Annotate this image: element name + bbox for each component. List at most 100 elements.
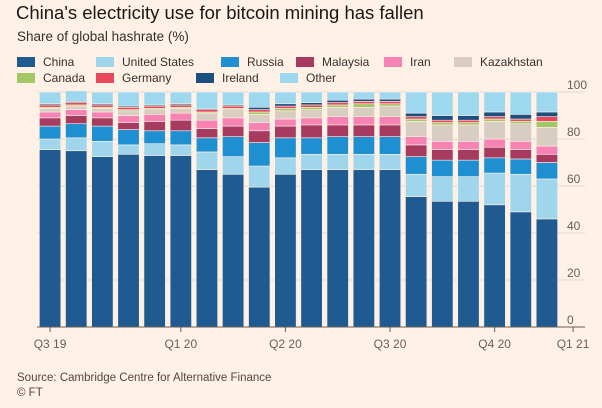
bar-segment-canada	[378, 103, 402, 107]
bar-segment-russia	[300, 137, 323, 155]
bar-segment-russia	[248, 142, 271, 167]
bar-segment-united-states	[248, 165, 271, 188]
bar-segment-china	[457, 200, 480, 328]
bar-segment-kazakhstan	[326, 106, 349, 117]
legend-item-malaysia: Malaysia	[296, 55, 369, 69]
legend-swatch-iran	[384, 57, 402, 67]
bar-segment-other	[352, 91, 375, 100]
bar-segment-iran	[117, 115, 140, 123]
bar-segment-united-states	[274, 157, 297, 175]
bar-segment-germany	[117, 106, 140, 110]
chart-title: China's electricity use for bitcoin mini…	[16, 2, 424, 23]
bar-segment-malaysia	[169, 119, 192, 132]
bar-segment-russia	[378, 136, 402, 155]
bar-segment-iran	[535, 145, 558, 155]
legend-label-china: China	[43, 55, 75, 69]
bar-segment-iran	[195, 119, 218, 129]
legend-swatch-other	[280, 73, 298, 83]
bar-segment-china	[143, 155, 166, 328]
bar-segment-canada	[352, 103, 375, 108]
legend-item-iran: Iran	[384, 55, 431, 69]
bar-segment-china	[405, 196, 428, 328]
bar-segment-china	[65, 150, 88, 328]
bar-segment-malaysia	[91, 117, 114, 127]
bar-segment-russia	[326, 136, 349, 155]
bar-segment-russia	[431, 159, 454, 177]
x-tick-label: Q4 20	[478, 337, 511, 351]
legend-item-kazakhstan: Kazakhstan	[454, 55, 543, 69]
bar-segment-other	[535, 91, 558, 113]
y-tick-label: 100	[567, 78, 587, 92]
bar-segment-united-states	[405, 173, 428, 197]
legend-label-malaysia: Malaysia	[322, 55, 370, 69]
bar-segment-russia	[222, 136, 245, 157]
y-tick-label: 60	[567, 172, 581, 186]
bar-segment-canada	[457, 122, 480, 126]
bar-segment-canada	[274, 108, 297, 112]
legend-swatch-united-states	[96, 57, 114, 67]
bar-segment-kazakhstan	[274, 110, 297, 120]
legend-item-canada: Canada	[17, 71, 85, 85]
legend-item-united-states: United States	[96, 55, 194, 69]
legend-item-ireland: Ireland	[196, 71, 259, 85]
bar-segment-china	[91, 156, 114, 328]
bar-segment-germany	[274, 105, 297, 109]
bar-segment-iran	[222, 117, 245, 127]
bar-segment-china	[352, 169, 375, 328]
x-tick-label: Q1 21	[557, 337, 590, 351]
legend-label-other: Other	[306, 71, 337, 85]
bar-segment-other	[405, 91, 428, 114]
bar-segment-germany	[352, 101, 375, 105]
bar-segment-iran	[352, 116, 375, 126]
bar-segment-malaysia	[117, 122, 140, 130]
bar-segment-kazakhstan	[65, 105, 88, 110]
bar-segment-germany	[195, 109, 218, 113]
bar-segment-germany	[169, 104, 192, 108]
bar-segment-ireland	[352, 98, 375, 102]
bar-segment-germany	[483, 116, 506, 120]
bar-segment-malaysia	[509, 149, 532, 160]
bar-segment-china	[300, 169, 323, 328]
bar-segment-canada	[248, 111, 271, 115]
x-tick-label: Q1 20	[164, 337, 197, 351]
bar-segment-ireland	[274, 103, 297, 107]
legend-label-iran: Iran	[410, 55, 431, 69]
bar-segment-malaysia	[352, 124, 375, 137]
bar-segment-other	[39, 91, 62, 105]
legend-swatch-germany	[96, 73, 114, 83]
bar-segment-russia	[535, 162, 558, 180]
bar-segment-germany	[326, 102, 349, 106]
bar-segment-canada	[483, 118, 506, 122]
bar-segment-russia	[117, 129, 140, 146]
bar-segment-malaysia	[431, 149, 454, 161]
bar-segment-united-states	[483, 172, 506, 206]
bar-segment-germany	[248, 109, 271, 113]
bar-segment-germany	[65, 102, 88, 106]
bar-segment-other	[326, 91, 349, 101]
bar-segment-other	[300, 91, 323, 103]
x-tick-label: Q3 19	[34, 337, 67, 351]
legend-swatch-russia	[221, 57, 239, 67]
bar-segment-china	[326, 169, 349, 328]
bar-segment-ireland	[457, 115, 480, 121]
bar-segment-other	[483, 91, 506, 113]
bar-segment-ireland	[431, 115, 454, 121]
bar-segment-other	[457, 91, 480, 116]
bar-segment-russia	[352, 136, 375, 155]
bar-segment-canada	[300, 106, 323, 110]
legend-swatch-china	[17, 57, 35, 67]
bar-segment-china	[169, 155, 192, 328]
x-tick-label: Q3 20	[374, 337, 407, 351]
bar-segment-united-states	[117, 144, 140, 155]
bar-segment-germany	[143, 105, 166, 109]
bar-segment-germany	[457, 119, 480, 123]
bar-segment-china	[509, 211, 532, 328]
bar-segment-china	[195, 169, 218, 328]
legend-label-kazakhstan: Kazakhstan	[480, 55, 543, 69]
bar-segment-other	[222, 91, 245, 106]
legend-swatch-canada	[17, 73, 35, 83]
bar-segment-kazakhstan	[300, 109, 323, 119]
bar-segment-kazakhstan	[378, 105, 402, 117]
bar-segment-kazakhstan	[39, 108, 62, 113]
bar-segment-united-states	[457, 176, 480, 202]
